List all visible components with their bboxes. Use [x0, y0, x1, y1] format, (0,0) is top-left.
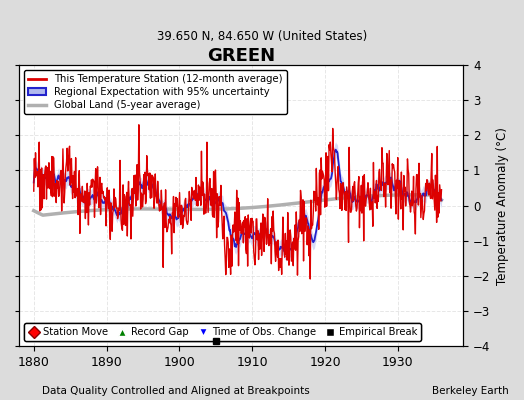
Title: GREEN: GREEN [207, 47, 275, 65]
Text: 39.650 N, 84.650 W (United States): 39.650 N, 84.650 W (United States) [157, 30, 367, 43]
Text: Data Quality Controlled and Aligned at Breakpoints: Data Quality Controlled and Aligned at B… [42, 386, 310, 396]
Y-axis label: Temperature Anomaly (°C): Temperature Anomaly (°C) [496, 127, 509, 284]
Legend: Station Move, Record Gap, Time of Obs. Change, Empirical Break: Station Move, Record Gap, Time of Obs. C… [24, 323, 421, 341]
Text: Berkeley Earth: Berkeley Earth [432, 386, 508, 396]
